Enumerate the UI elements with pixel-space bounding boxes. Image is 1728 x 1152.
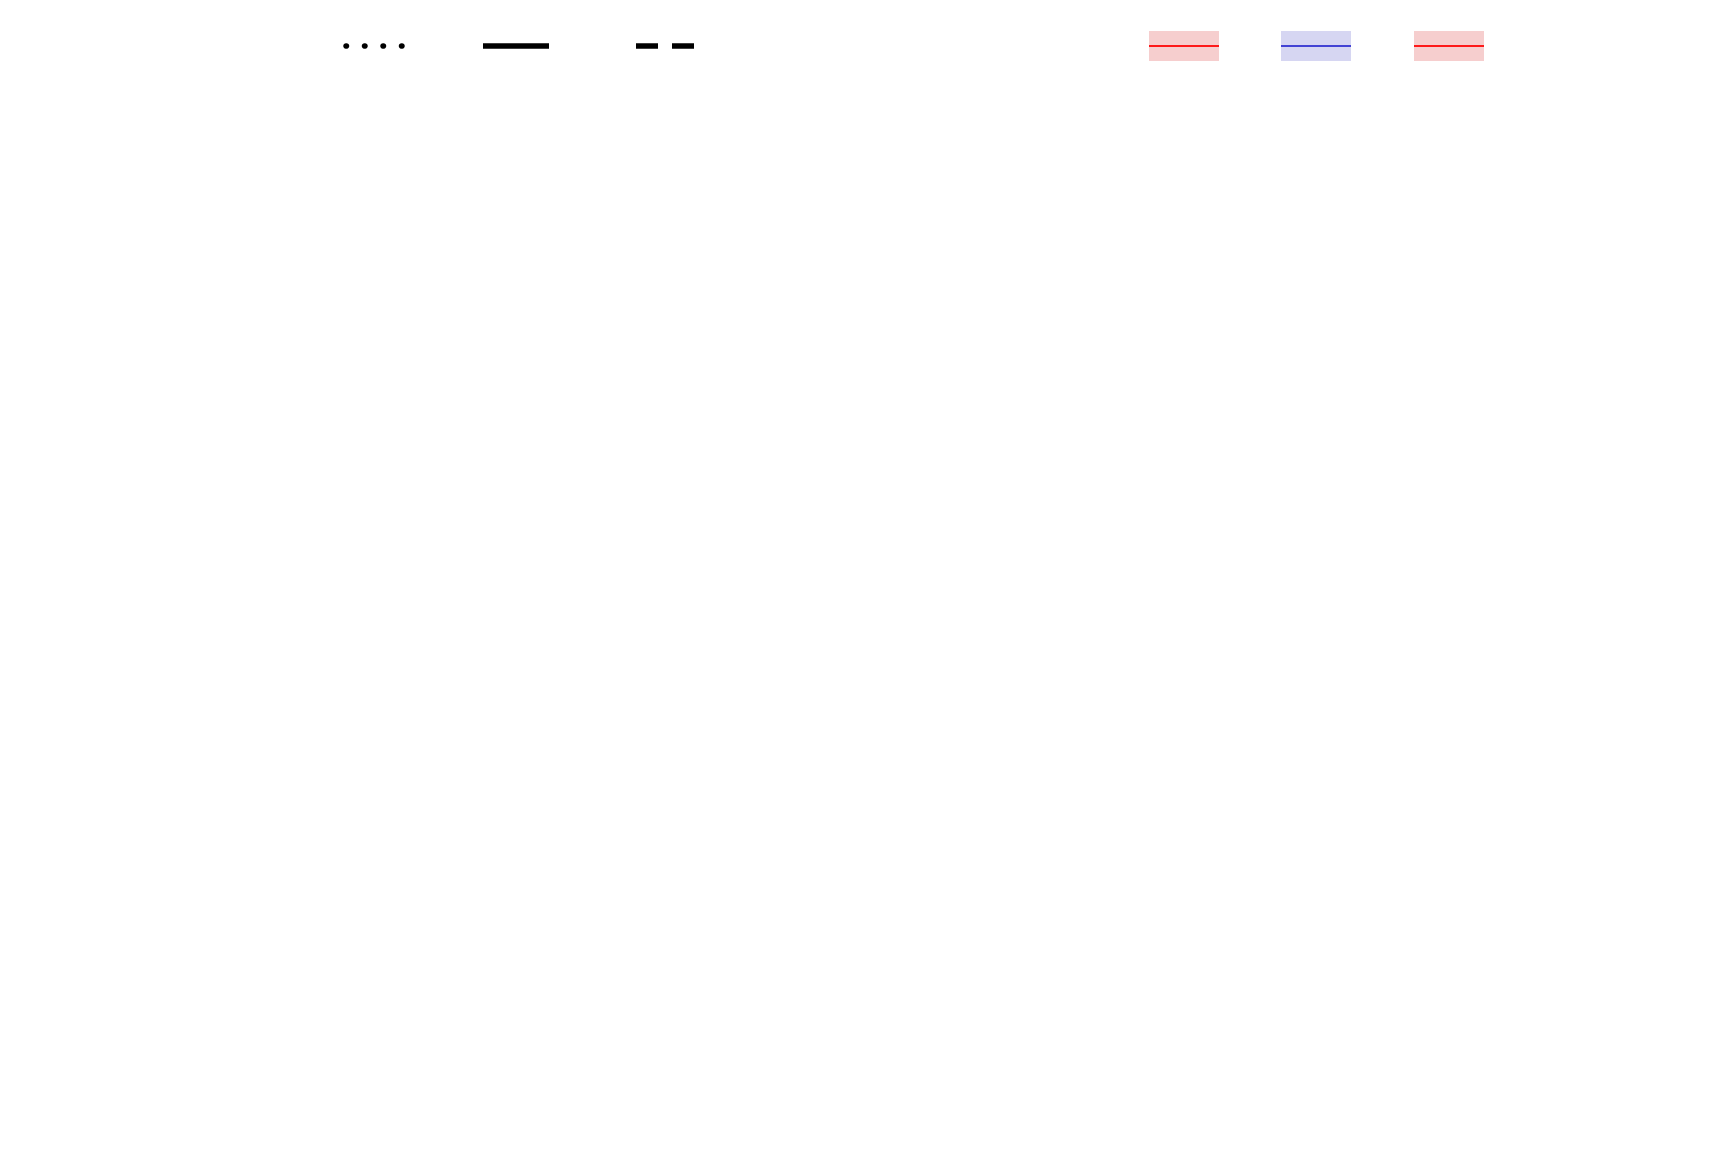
legend-item-observed-95: [633, 29, 715, 63]
legend-item-observed-50: [480, 29, 562, 63]
legend-item-simulated-50: [1280, 29, 1362, 63]
legend-item-simulated-95: [1413, 29, 1495, 63]
pink-ribbon-key-icon: [1414, 31, 1484, 61]
solid-line-key-icon: [483, 43, 549, 49]
dashed-line-key-icon: [636, 43, 702, 49]
pink-ribbon-key-icon: [1149, 31, 1219, 61]
blue-ribbon-key-icon: [1281, 31, 1351, 61]
legend-item-simulated-5: [1148, 29, 1230, 63]
legend-item-observed-5: [340, 29, 422, 63]
dotted-line-key-icon: [343, 43, 409, 49]
